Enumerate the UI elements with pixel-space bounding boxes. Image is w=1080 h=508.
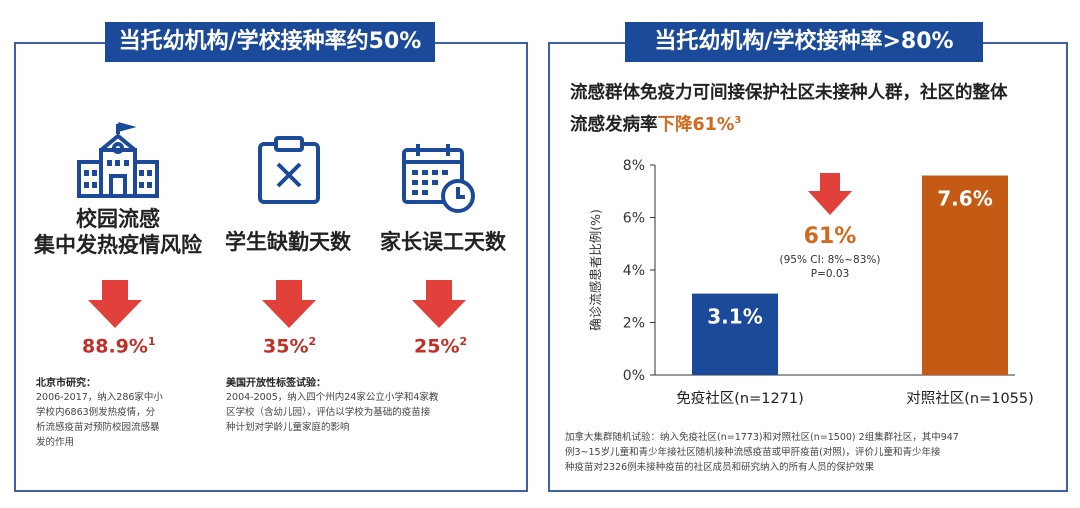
item2-label: 学生缺勤天数 xyxy=(225,230,351,254)
y-tick-label: 8% xyxy=(623,158,645,174)
item3-label: 家长误工天数 xyxy=(380,230,506,254)
x-tick-label: 对照社区(n=1055) xyxy=(906,390,1034,407)
bar-value-label: 7.6% xyxy=(937,187,992,211)
item1-label-line1: 校园流感 xyxy=(76,207,160,231)
down-arrow-icon xyxy=(88,280,142,328)
footnote: 加拿大集群随机试验：纳入免疫社区(n=1773)和对照社区(n=1500) 2组… xyxy=(565,432,959,473)
item-campus-outbreak xyxy=(43,122,193,200)
school-icon xyxy=(77,122,159,198)
bar xyxy=(922,175,1008,375)
item1-value: 88.9%1 xyxy=(82,335,156,358)
right-banner: 当托幼机构/学校接种率>80% xyxy=(625,22,983,62)
reduction-value: 61% xyxy=(804,224,857,249)
calendar-clock-icon xyxy=(402,144,475,213)
clipboard-x-icon xyxy=(258,136,320,204)
y-tick-label: 4% xyxy=(623,263,645,279)
item2-value: 35%2 xyxy=(263,335,317,358)
y-tick-label: 2% xyxy=(623,316,645,332)
note1-title: 北京市研究： xyxy=(36,378,96,389)
claim-text: 流感群体免疫力可间接保护社区未接种人群，社区的整体 流感发病率下降61%3 xyxy=(570,83,1008,135)
note1: 2006-2017，纳入286家中小 学校内6863例发热疫情，分 析流感疫苗对预防… xyxy=(36,392,163,448)
down-arrow-icon xyxy=(808,173,852,215)
reduction-ci: (95% CI: 8%~83%) xyxy=(780,254,881,266)
left-banner: 当托幼机构/学校接种率约50% xyxy=(105,22,435,62)
down-arrow-icon xyxy=(262,280,316,328)
item3-value: 25%2 xyxy=(414,335,468,358)
item1-label-line2: 集中发热疫情风险 xyxy=(34,233,202,257)
left-panel xyxy=(14,42,528,492)
bar xyxy=(692,293,778,375)
y-tick-label: 0% xyxy=(623,368,645,384)
bar-value-label: 3.1% xyxy=(707,305,762,329)
x-tick-label: 免疫社区(n=1271) xyxy=(676,390,804,407)
reduction-p: P=0.03 xyxy=(811,268,850,280)
note2-title: 美国开放性标签试验： xyxy=(226,378,326,389)
down-arrow-icon xyxy=(412,280,466,328)
note2: 2004-2005，纳入四个州内24家公立小学和4家教 区学校（含幼儿园），评估以… xyxy=(226,392,439,433)
y-tick-label: 6% xyxy=(623,211,645,227)
bar-chart: 0% 2% 4% 6% 8% 确诊流感患者比例(%) 3.1% 免疫社区(n=1271) 7.6… xyxy=(588,158,1034,407)
y-axis-label: 确诊流感患者比例(%) xyxy=(588,209,603,331)
